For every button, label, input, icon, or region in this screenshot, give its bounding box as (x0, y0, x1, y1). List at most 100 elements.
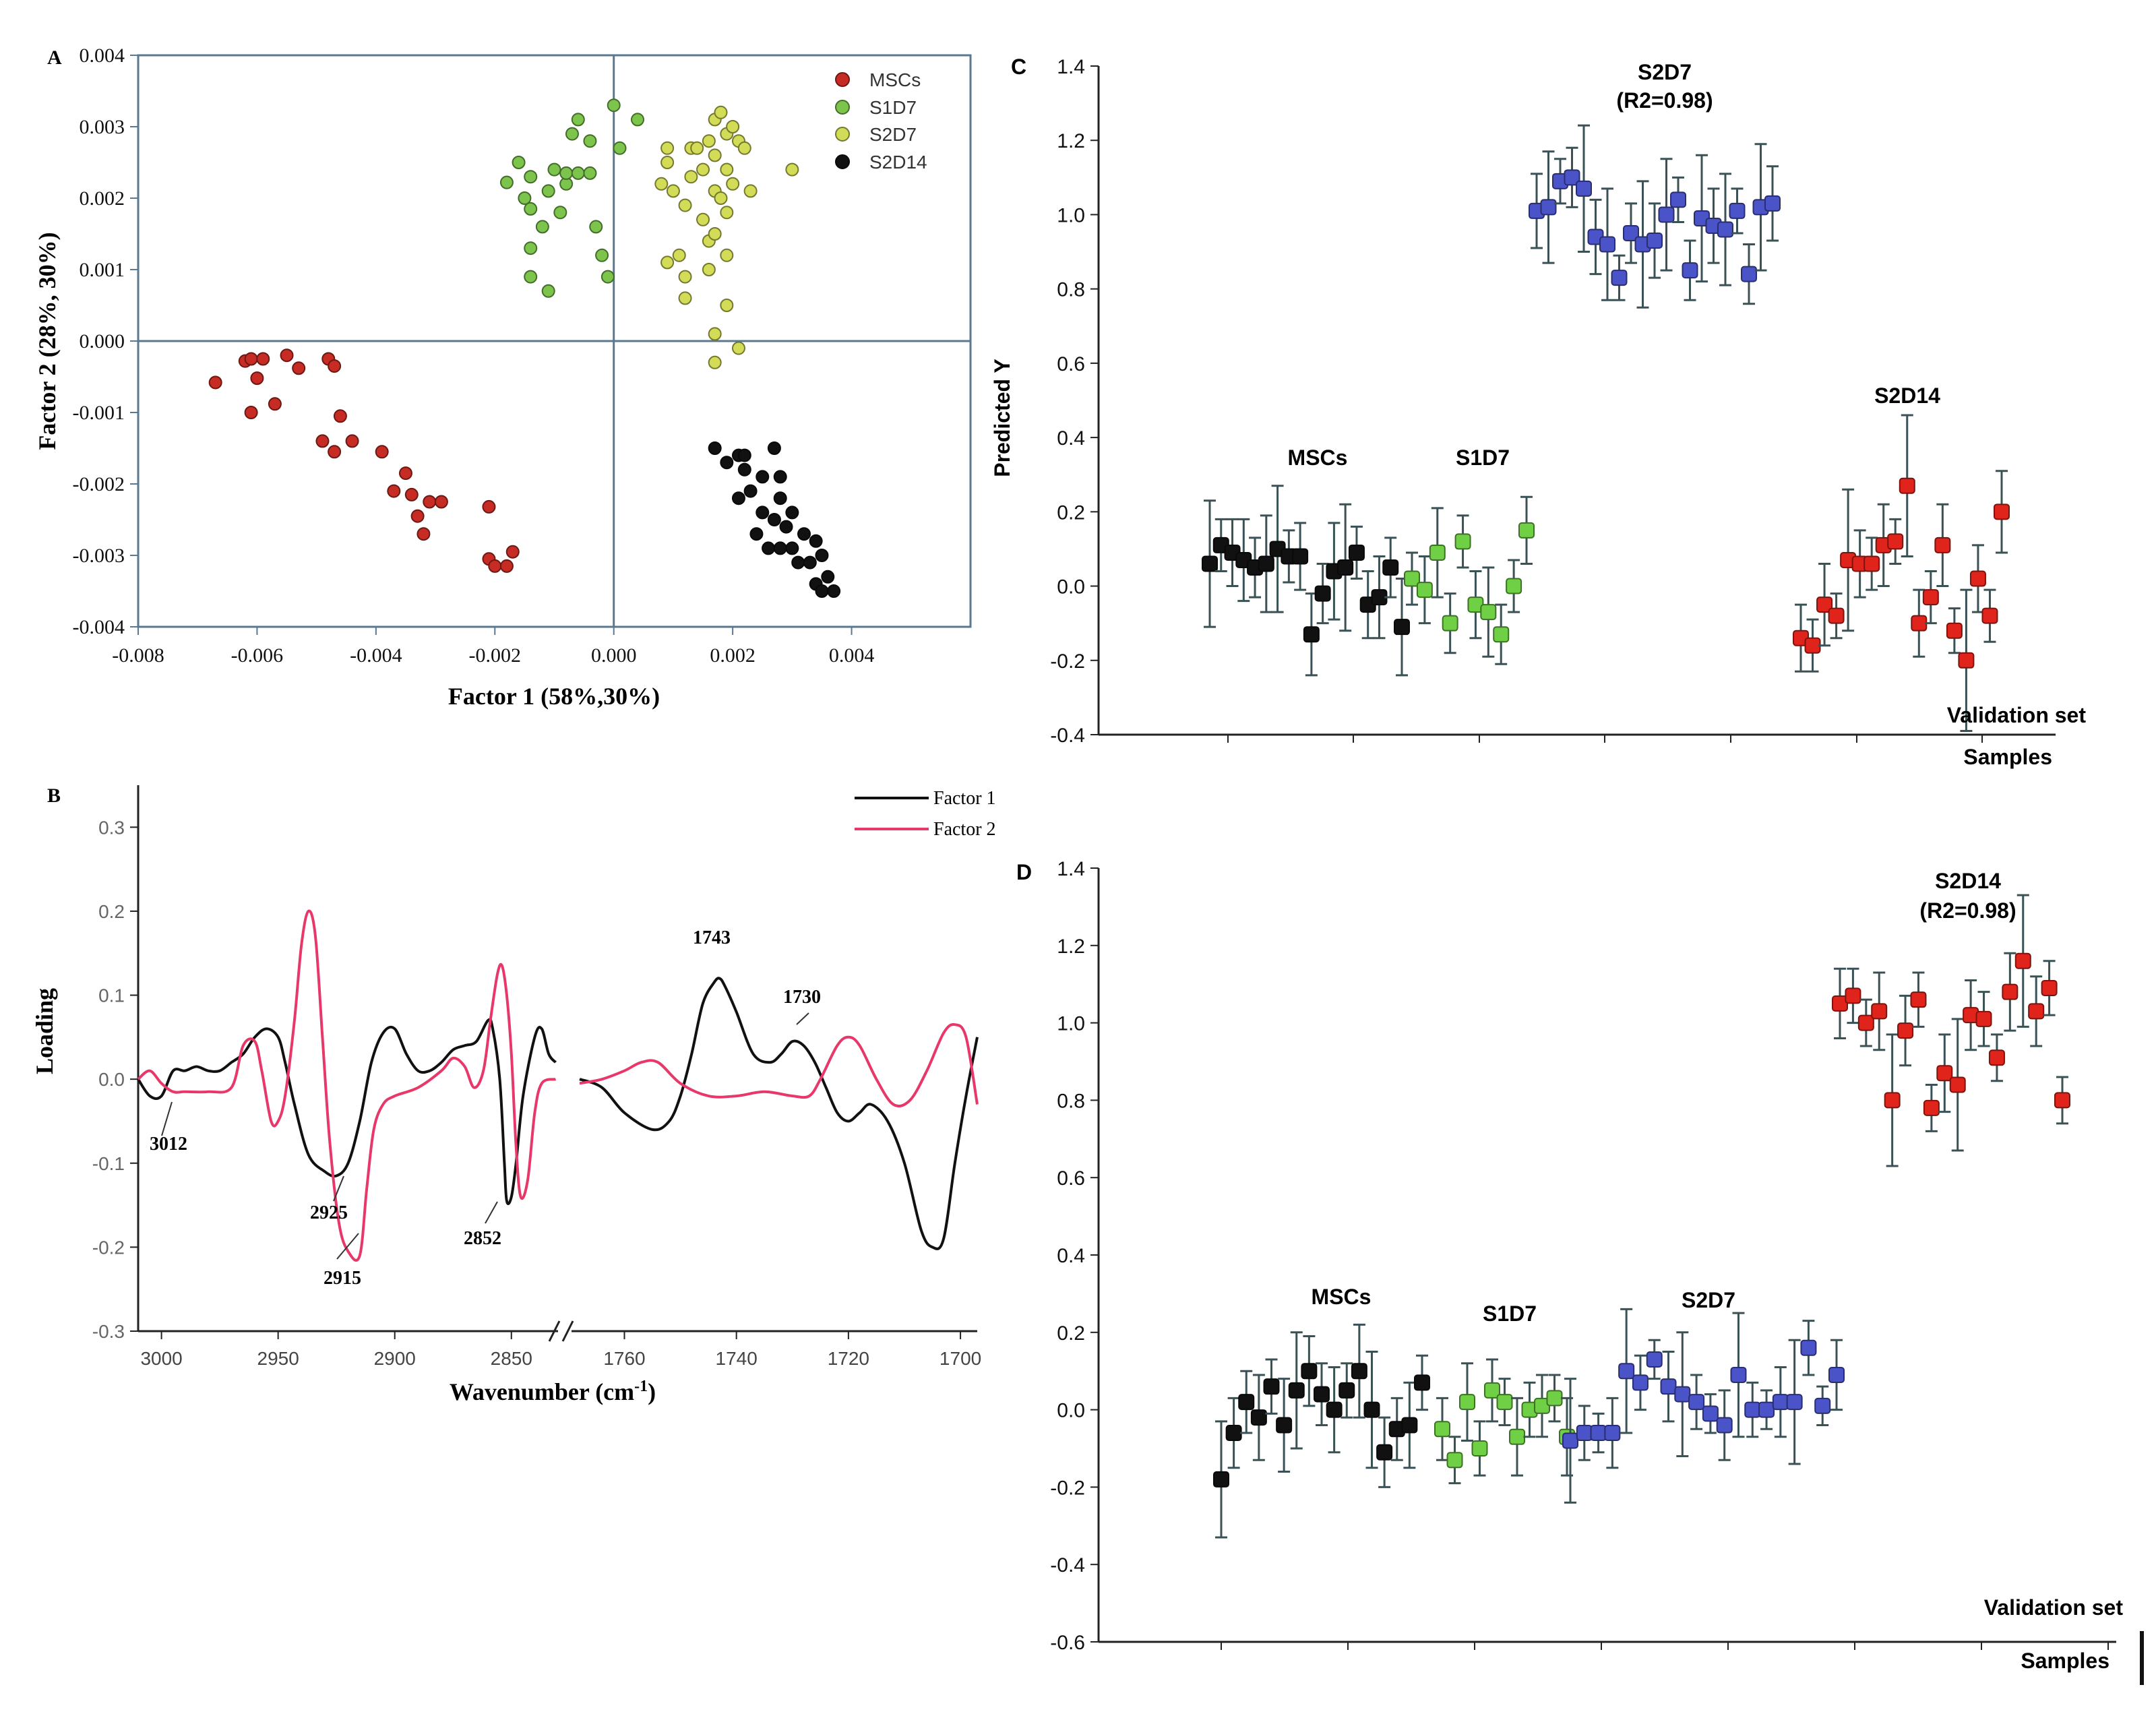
data-point-mscs (1401, 1417, 1418, 1434)
data-point-s2d14 (791, 555, 805, 570)
legend-marker-s2d14 (835, 154, 850, 169)
panel-d-r2: (R2=0.98) (1919, 898, 2016, 923)
panel-c-group-s2d14: S2D14 (1874, 384, 1940, 408)
data-point-mscs (1250, 1409, 1267, 1426)
legend-label-s1d7: S1D7 (869, 97, 917, 118)
data-point-s2d14 (821, 570, 835, 584)
data-point-s1d7 (1546, 1390, 1563, 1407)
annotation-2852: 2852 (464, 1228, 501, 1249)
data-point-s2d14 (1969, 570, 1986, 587)
legend-label-factor1: Factor 1 (933, 788, 996, 809)
data-point-s2d7 (678, 291, 692, 305)
y-tick-label: 0.8 (1057, 279, 1085, 301)
y-tick-label: -0.4 (1050, 725, 1085, 747)
y-tick-label: 1.2 (1057, 936, 1085, 958)
data-point-s2d7 (731, 341, 745, 355)
data-point-s2d14 (731, 491, 745, 505)
data-point-mscs (1263, 1378, 1280, 1395)
data-point-s1d7 (571, 113, 585, 127)
data-point-s2d7 (1646, 1351, 1663, 1368)
data-point-s2d14 (767, 441, 781, 455)
data-point-s2d7 (1800, 1339, 1817, 1356)
data-point-s2d14 (2054, 1092, 2070, 1109)
data-point-s2d14 (762, 541, 776, 555)
y-tick-label: 0.2 (1057, 1322, 1085, 1345)
y-tick-label: 0.001 (80, 259, 125, 281)
data-point-s2d14 (1857, 1014, 1874, 1031)
x-tick-label: 3000 (140, 1348, 182, 1369)
data-point-mscs (280, 348, 294, 363)
data-point-mscs (434, 495, 448, 509)
panel-c-points (1202, 124, 2010, 732)
data-point-s2d7 (696, 212, 710, 226)
panel-d-note: Validation set (1984, 1595, 2124, 1620)
data-point-s2d7 (708, 355, 722, 369)
legend-marker-mscs (835, 72, 850, 87)
y-tick-label: -0.004 (73, 616, 125, 638)
y-tick-label: 0.000 (80, 330, 125, 353)
x-tick-label: 0.004 (829, 644, 875, 667)
data-point-s2d7 (666, 184, 680, 198)
data-point-s1d7 (1471, 1440, 1488, 1457)
panel-a-zero-lines (138, 55, 971, 627)
panel-d-group-s2d7: S2D7 (1682, 1288, 1735, 1312)
data-point-mscs (328, 445, 342, 459)
legend-label-factor2: Factor 2 (933, 819, 996, 840)
legend-label-s2d14: S2D14 (869, 152, 927, 173)
series-line-factor-2-left (137, 909, 557, 1262)
data-point-mscs (1363, 1401, 1380, 1418)
data-point-s2d14 (708, 441, 722, 455)
data-point-mscs (499, 559, 514, 573)
panel-d-xlabel: Samples (2021, 1649, 2109, 1673)
data-point-s2d14 (1988, 1049, 2005, 1066)
data-point-s1d7 (535, 220, 549, 234)
annotation-3012: 3012 (150, 1134, 187, 1155)
data-point-s1d7 (595, 248, 609, 262)
data-point-s2d14 (756, 470, 770, 484)
legend-label-mscs: MSCs (869, 69, 921, 90)
data-point-s1d7 (1496, 1394, 1513, 1411)
data-point-s2d7 (660, 156, 675, 169)
legend-marker-s2d7 (835, 127, 850, 142)
data-point-s2d7 (678, 198, 692, 212)
data-point-s1d7 (1442, 615, 1458, 632)
data-point-s2d7 (720, 206, 734, 220)
data-point-mscs (1303, 626, 1320, 643)
data-point-s1d7 (607, 98, 621, 113)
data-point-s2d7 (654, 177, 669, 191)
annotation-2915: 2915 (324, 1268, 361, 1289)
data-point-s1d7 (1493, 626, 1510, 643)
panel-c-ticks: 1.4 1.2 1.0 0.8 0.6 0.4 0.2 0.0 -0.2 -0.4 (1050, 56, 1983, 747)
data-point-mscs (1351, 1363, 1367, 1380)
data-point-s2d14 (1946, 622, 1963, 639)
data-point-s2d7 (1604, 1425, 1621, 1442)
data-point-s2d14 (1923, 1099, 1940, 1116)
data-point-mscs (1288, 1382, 1305, 1399)
y-tick-label: 1.0 (1057, 204, 1085, 226)
data-point-s1d7 (499, 175, 514, 189)
data-point-s2d14 (1922, 589, 1939, 606)
y-tick-label: 0.003 (80, 116, 125, 138)
data-point-s2d14 (797, 527, 811, 541)
data-point-s2d7 (1682, 262, 1698, 279)
panel-a-ticks: -0.008 -0.006 -0.004 -0.002 0.000 0.002 0.004 0… (73, 44, 875, 667)
data-point-s1d7 (541, 284, 555, 298)
panel-d: D 1.4 1.2 1.0 0.8 0.6 0.4 0.2 0.0 -0.2 -0.4 -0.6 S… (1016, 858, 2144, 1685)
annotation-leader (336, 1233, 359, 1260)
data-point-s2d7 (708, 148, 722, 162)
x-tick-label: 1720 (828, 1348, 869, 1369)
data-point-s2d14 (1949, 1076, 1966, 1093)
data-point-s2d14 (1871, 1003, 1888, 1020)
data-point-s2d7 (1716, 1417, 1733, 1434)
data-point-s2d7 (1702, 1405, 1719, 1422)
data-point-s2d7 (702, 263, 716, 276)
data-point-s1d7 (1518, 522, 1535, 539)
data-point-s2d7 (1660, 1378, 1677, 1395)
data-point-mscs (505, 545, 520, 559)
data-point-s1d7 (1416, 582, 1433, 599)
x-tick-label: 1740 (716, 1348, 758, 1369)
data-point-s2d14 (2014, 952, 2031, 969)
y-tick-label: -0.4 (1050, 1554, 1085, 1576)
data-point-s1d7 (613, 141, 627, 155)
data-point-s2d7 (726, 177, 740, 191)
